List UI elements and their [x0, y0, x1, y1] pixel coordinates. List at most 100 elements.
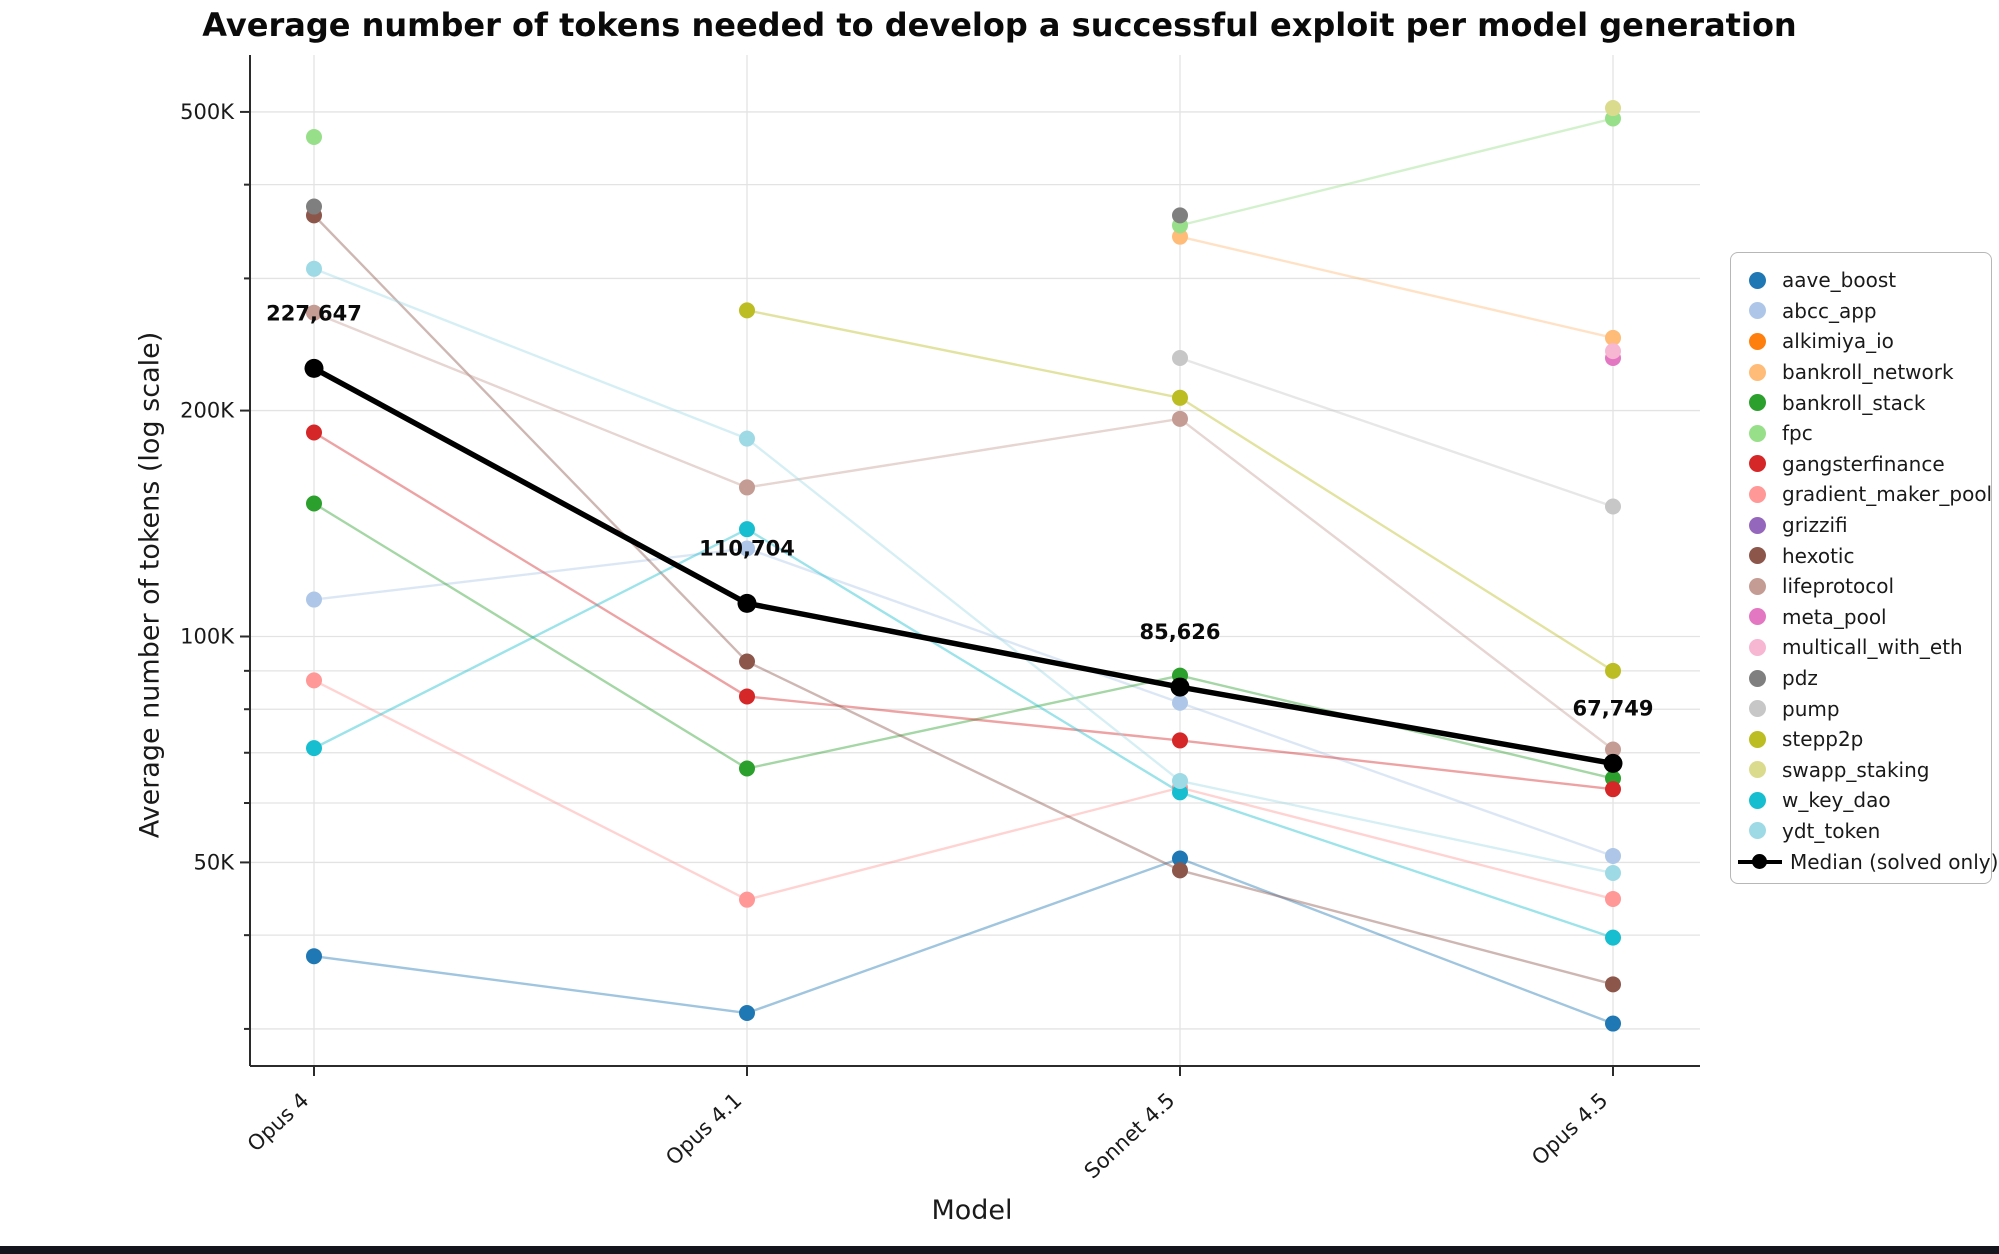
series-line-gangsterfinance: [313, 431, 748, 698]
median-line-icon: [1738, 853, 1782, 870]
series-point-lifeprotocol: [1605, 741, 1621, 758]
series-line-aave_boost: [313, 954, 748, 1015]
series-point-hexotic: [1172, 862, 1188, 879]
series-point-stepp2p: [739, 302, 755, 319]
legend-swatch-icon: [1749, 608, 1766, 626]
legend-label: pdz: [1782, 666, 1818, 691]
series-line-lifeprotocol: [1179, 417, 1614, 751]
series-point-gradient_maker_pool: [739, 891, 755, 908]
series-line-lifeprotocol: [746, 417, 1181, 489]
legend-item-swapp-staking: swapp_staking: [1731, 755, 1991, 786]
median-annotation: 85,626: [1139, 620, 1220, 644]
median-point: [1603, 753, 1623, 773]
series-point-aave_boost: [739, 1005, 755, 1022]
legend-label: aave_boost: [1782, 268, 1897, 293]
legend-item-alkimiya-io: alkimiya_io: [1731, 326, 1991, 357]
legend-label: meta_pool: [1782, 604, 1887, 629]
series-line-aave_boost: [1179, 857, 1614, 1025]
legend-item-bankroll-network: bankroll_network: [1731, 357, 1991, 388]
x-tick-label: Opus 4: [243, 1088, 314, 1156]
series-point-ydt_token: [1172, 772, 1188, 789]
series-line-gradient_maker_pool: [1179, 786, 1614, 901]
legend-swatch-icon: [1749, 455, 1766, 473]
legend-item-grizzifi: grizzifi: [1731, 510, 1991, 541]
median-point: [737, 593, 757, 613]
legend-label: stepp2p: [1782, 727, 1864, 752]
series-point-gangsterfinance: [1172, 732, 1188, 749]
legend-swatch-icon: [1749, 577, 1766, 595]
legend-item-meta-pool: meta_pool: [1731, 602, 1991, 633]
series-line-hexotic: [313, 214, 748, 663]
legend-item-lifeprotocol: lifeprotocol: [1731, 571, 1991, 602]
median-line: [746, 600, 1181, 690]
series-point-w_key_dao: [739, 521, 755, 538]
series-point-aave_boost: [1605, 1015, 1621, 1032]
series-line-fpc: [1179, 117, 1614, 227]
legend-item-pdz: pdz: [1731, 663, 1991, 694]
legend-item-gradient-maker-pool: gradient_maker_pool: [1731, 479, 1992, 510]
series-line-w_key_dao: [746, 528, 1181, 794]
legend-item-ydt-token: ydt_token: [1731, 816, 1991, 847]
series-line-bankroll_stack: [313, 502, 748, 770]
series-point-hexotic: [1605, 976, 1621, 993]
series-point-lifeprotocol: [1172, 410, 1188, 427]
legend-label: gangsterfinance: [1782, 451, 1945, 476]
series-point-abcc_app: [1172, 694, 1188, 711]
series-point-abcc_app: [739, 540, 755, 557]
series-point-pdz: [1172, 207, 1188, 224]
legend-swatch-icon: [1749, 516, 1766, 534]
series-line-gangsterfinance: [1179, 739, 1614, 791]
legend-swatch-icon: [1749, 730, 1766, 748]
series-line-gradient_maker_pool: [313, 679, 748, 901]
legend-label: fpc: [1782, 421, 1813, 446]
series-point-multicall_with_eth: [1605, 343, 1621, 360]
y-tick-label: 50K: [194, 850, 236, 874]
legend-item-fpc: fpc: [1731, 418, 1991, 449]
legend-swatch-icon: [1749, 761, 1766, 779]
legend-item-pump: pump: [1731, 693, 1991, 724]
series-point-fpc: [306, 128, 322, 145]
series-point-stepp2p: [1605, 662, 1621, 679]
series-point-w_key_dao: [306, 740, 322, 757]
legend-label: lifeprotocol: [1782, 574, 1895, 599]
median-point: [304, 358, 324, 378]
series-line-bankroll_network: [1179, 235, 1614, 340]
legend-item-abcc-app: abcc_app: [1731, 296, 1991, 327]
series-point-abcc_app: [306, 591, 322, 608]
legend-label: ydt_token: [1782, 818, 1881, 843]
legend-item-multicall-with-eth: multicall_with_eth: [1731, 632, 1991, 663]
series-point-ydt_token: [739, 430, 755, 447]
legend-label: hexotic: [1782, 543, 1855, 568]
series-line-w_key_dao: [313, 528, 748, 750]
series-line-lifeprotocol: [313, 311, 748, 489]
legend-swatch-icon: [1749, 424, 1766, 442]
series-point-gangsterfinance: [1605, 781, 1621, 798]
series-point-ydt_token: [1605, 865, 1621, 882]
legend-item-aave-boost: aave_boost: [1731, 265, 1991, 296]
legend-item-median-solved-only-: Median (solved only): [1731, 846, 1998, 877]
y-tick-label: 100K: [180, 625, 235, 649]
legend-item-bankroll-stack: bankroll_stack: [1731, 387, 1991, 418]
legend-swatch-icon: [1749, 332, 1766, 350]
series-line-stepp2p: [746, 309, 1181, 399]
series-point-pump: [1605, 498, 1621, 515]
series-point-bankroll_stack: [739, 760, 755, 777]
series-point-stepp2p: [1172, 389, 1188, 406]
series-line-ydt_token: [1179, 779, 1614, 875]
legend-label: grizzifi: [1782, 513, 1848, 538]
median-annotation: 67,749: [1572, 696, 1653, 720]
legend-swatch-icon: [1749, 791, 1766, 809]
legend-label: multicall_with_eth: [1782, 635, 1963, 660]
series-point-gangsterfinance: [739, 688, 755, 705]
page-title: Average number of tokens needed to devel…: [202, 6, 1797, 44]
series-line-w_key_dao: [1179, 791, 1614, 939]
series-line-abcc_app: [1179, 701, 1614, 858]
series-point-bankroll_network: [1172, 228, 1188, 245]
series-point-pdz: [306, 198, 322, 215]
series-point-w_key_dao: [1172, 784, 1188, 801]
legend-label: bankroll_network: [1782, 360, 1954, 385]
median-line: [1179, 684, 1614, 767]
legend-label: swapp_staking: [1782, 757, 1930, 782]
y-tick-label: 200K: [180, 399, 235, 423]
legend-swatch-icon: [1749, 363, 1766, 381]
